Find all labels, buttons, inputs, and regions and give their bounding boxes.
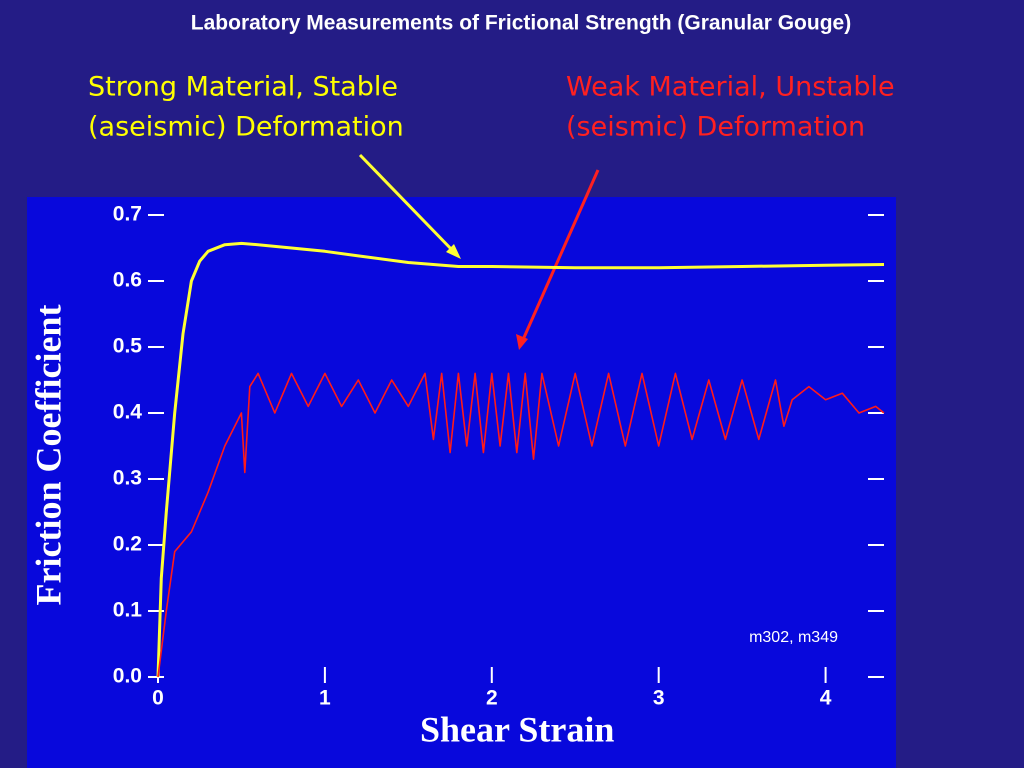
annotation: Weak Material, Unstable [566,72,895,103]
slide-title: Laboratory Measurements of Frictional St… [191,12,851,35]
x-axis-label: Shear Strain [420,709,614,749]
y-tick-label: 0.3 [113,467,142,490]
y-tick-label: 0.7 [113,203,142,226]
x-tick-label: 3 [653,687,665,710]
arrow [358,153,457,255]
y-tick-label: 0.0 [113,665,142,688]
x-tick-label: 2 [486,687,498,710]
x-tick-label: 0 [152,687,164,710]
arrow-head [446,244,461,259]
x-tick-label: 1 [319,687,331,710]
data-line [157,372,885,678]
y-axis-label: Friction Coefficient [28,305,68,606]
arrow [520,169,600,343]
annotation: m302, m349 [749,629,838,646]
data-line [156,241,885,678]
y-tick-label: 0.5 [113,335,143,358]
chart-panel [27,197,896,768]
arrow-head [516,334,528,350]
y-tick-label: 0.1 [113,599,143,622]
x-tick-label: 4 [820,687,832,710]
y-tick-label: 0.6 [113,269,142,292]
annotation: (seismic) Deformation [566,112,865,143]
annotation: Strong Material, Stable [88,72,398,103]
annotation: (aseismic) Deformation [88,112,404,143]
y-tick-label: 0.4 [113,401,143,424]
y-tick-label: 0.2 [113,533,142,556]
